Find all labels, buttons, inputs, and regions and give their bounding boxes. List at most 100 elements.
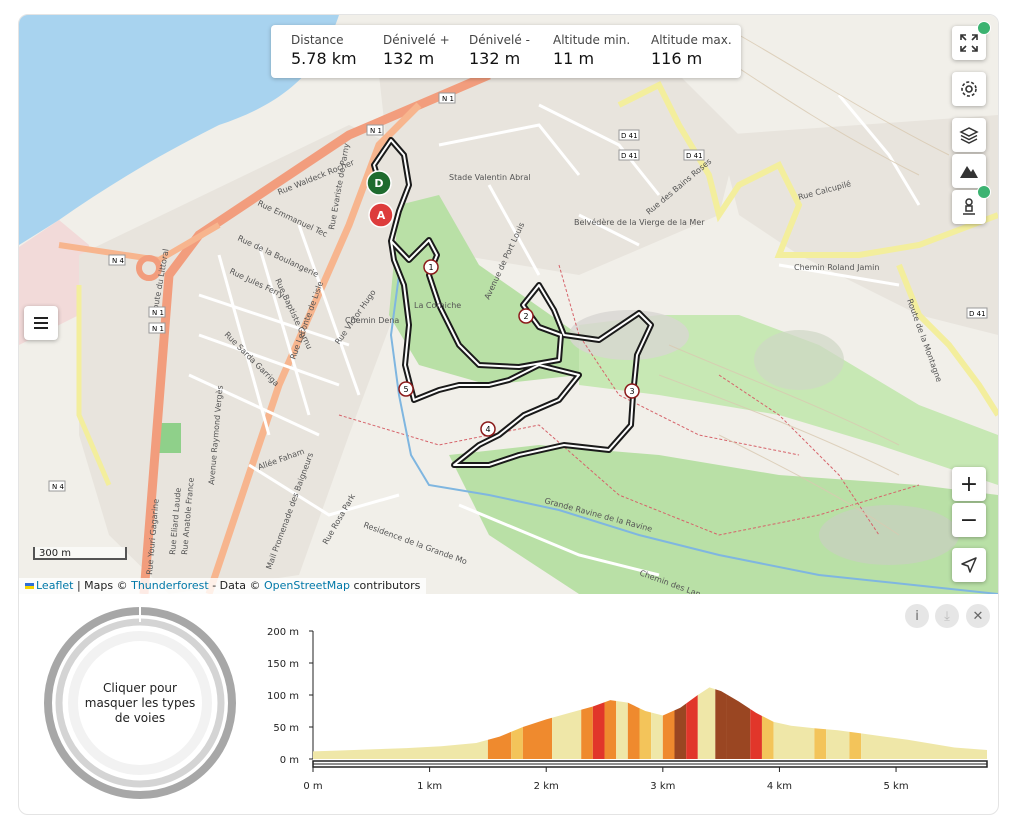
- map-label: Residence de la Grande Mo: [362, 520, 468, 566]
- osm-link[interactable]: OpenStreetMap: [263, 579, 350, 592]
- y-tick-label: 150 m: [267, 659, 299, 670]
- y-tick-label: 200 m: [267, 627, 299, 638]
- stat-value: 5.78 km: [291, 49, 357, 68]
- close-icon: ✕: [972, 608, 984, 624]
- close-button[interactable]: ✕: [966, 604, 990, 628]
- stat-label: Altitude max.: [651, 33, 732, 47]
- plus-icon: +: [959, 471, 979, 497]
- locate-button[interactable]: [952, 548, 986, 582]
- attribution-text: | Maps ©: [76, 579, 128, 592]
- stat-value: 132 m: [469, 49, 521, 68]
- x-tick-label: 3 km: [650, 781, 675, 792]
- map-label: Stade Valentin Abral: [449, 173, 531, 182]
- settings-button[interactable]: [952, 72, 986, 106]
- street-view-button[interactable]: [952, 185, 991, 224]
- map-label: Chemin Dena: [345, 316, 399, 325]
- minus-icon: −: [959, 507, 979, 533]
- gear-icon: [961, 81, 977, 97]
- map-attribution: Leaflet | Maps © Thunderforest - Data © …: [19, 578, 427, 594]
- download-button[interactable]: ⤓: [935, 604, 959, 628]
- map-label: Belvédère de la Vierge de la Mer: [574, 217, 705, 227]
- thunderforest-link[interactable]: Thunderforest: [131, 579, 209, 592]
- stat-value: 116 m: [651, 49, 703, 68]
- road-types-text[interactable]: Cliquer pour masquer les types de voies: [84, 681, 196, 725]
- slope-band: [674, 687, 687, 759]
- attribution-text: contributors: [353, 579, 421, 592]
- waypoint-marker[interactable]: [398, 381, 414, 397]
- slope-band: [313, 687, 488, 759]
- mountain-icon: [960, 166, 978, 178]
- stat-altitude-min: Altitude min. 11 m: [553, 33, 651, 68]
- stat-value: 11 m: [553, 49, 595, 68]
- attribution-text: - Data ©: [212, 579, 261, 592]
- road-ref: D 41: [621, 152, 638, 160]
- zoom-in-button[interactable]: +: [952, 467, 986, 501]
- slope-band: [849, 687, 862, 759]
- x-tick-label: 5 km: [884, 781, 909, 792]
- menu-button[interactable]: [24, 306, 58, 340]
- slope-band: [773, 687, 815, 759]
- road-ref: N 1: [152, 325, 164, 333]
- waypoint-marker[interactable]: [518, 308, 534, 324]
- y-tick-label: 50 m: [273, 723, 299, 734]
- road-ref: N 1: [442, 95, 454, 103]
- layers-button[interactable]: [952, 118, 986, 152]
- road-ref: N 4: [112, 257, 124, 265]
- stat-value: 132 m: [383, 49, 435, 68]
- slope-band: [715, 687, 727, 759]
- stat-altitude-max: Altitude max. 116 m: [651, 33, 741, 68]
- slope-band: [552, 687, 582, 759]
- fullscreen-button[interactable]: [952, 21, 991, 60]
- elevation-panel: Cliquer pour masquer les types de voies …: [19, 594, 998, 814]
- stat-distance: Distance 5.78 km: [291, 33, 383, 68]
- slope-band: [697, 687, 716, 759]
- sea: [19, 15, 339, 245]
- slope-band: [826, 687, 850, 759]
- map-basemap: Stade Valentin Abral Belvédère de la Vie…: [19, 15, 998, 594]
- waypoint-label: 2: [523, 312, 528, 321]
- slope-band: [522, 687, 553, 759]
- zoom-out-button[interactable]: −: [952, 503, 986, 537]
- elevation-chart[interactable]: 0 m 50 m 100 m 150 m 200 m 0 m 1 km 2 km 3 km 4 k…: [19, 594, 998, 814]
- y-tick-label: 100 m: [267, 691, 299, 702]
- road-types-donut[interactable]: [41, 604, 239, 802]
- waypoint-label: 4: [485, 425, 490, 434]
- stat-elevation-loss: Dénivelé - 132 m: [469, 33, 553, 68]
- end-marker-label: A: [377, 209, 386, 222]
- waypoint-marker[interactable]: [423, 259, 439, 275]
- leaflet-link[interactable]: Leaflet: [36, 579, 74, 592]
- slope-band: [639, 687, 652, 759]
- x-tick-label: 0 m: [303, 781, 322, 792]
- terrain-button[interactable]: [952, 154, 986, 188]
- end-marker[interactable]: [368, 202, 394, 228]
- slope-band: [761, 687, 774, 759]
- slope-band: [592, 687, 605, 759]
- slope-band: [487, 687, 512, 759]
- map-label: Chemin Roland Jamin: [794, 263, 879, 272]
- slope-band: [627, 687, 640, 759]
- layers-icon: [959, 127, 979, 144]
- waypoint-marker[interactable]: [480, 421, 496, 437]
- info-button[interactable]: i: [905, 604, 929, 628]
- status-dot: [977, 185, 991, 199]
- start-marker-label: D: [374, 177, 383, 190]
- scale-bar: 300 m: [33, 547, 127, 560]
- stat-elevation-gain: Dénivelé + 132 m: [383, 33, 469, 68]
- fullscreen-icon: [960, 34, 978, 52]
- start-marker[interactable]: [366, 170, 392, 196]
- slope-band: [511, 687, 523, 759]
- waypoint-label: 3: [629, 387, 634, 396]
- download-icon: ⤓: [944, 608, 950, 624]
- locate-icon: [961, 557, 977, 573]
- route-stats-panel: Distance 5.78 km Dénivelé + 132 m Dénive…: [271, 25, 741, 78]
- slope-band: [651, 687, 663, 759]
- map[interactable]: Stade Valentin Abral Belvédère de la Vie…: [19, 15, 998, 594]
- slope-band: [604, 687, 617, 759]
- road-ref: D 41: [969, 310, 986, 318]
- waypoint-marker[interactable]: [624, 383, 640, 399]
- stat-label: Dénivelé +: [383, 33, 450, 47]
- route-card: Stade Valentin Abral Belvédère de la Vie…: [18, 14, 999, 815]
- scale-label: 300 m: [39, 548, 72, 559]
- waypoint-label: 5: [403, 385, 408, 394]
- stat-label: Distance: [291, 33, 344, 47]
